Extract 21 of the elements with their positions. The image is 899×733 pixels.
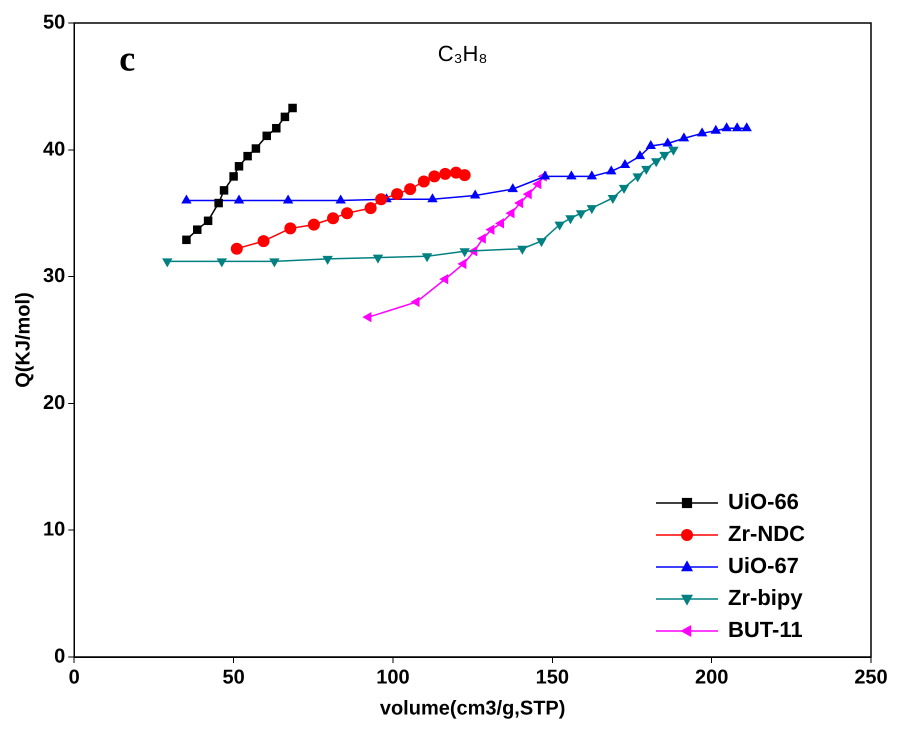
x-tick-label: 50 (222, 666, 245, 689)
x-tick-label: 200 (694, 666, 728, 689)
x-axis-title: volume(cm3/g,STP) (380, 698, 566, 720)
y-tick-label: 30 (42, 265, 66, 288)
legend-label: Zr-bipy (728, 585, 804, 610)
y-tick-label: 10 (42, 518, 66, 541)
legend-label: BUT-11 (728, 617, 803, 642)
legend-label: Zr-NDC (728, 521, 806, 546)
x-tick-label: 0 (68, 666, 80, 689)
text: C₃H₈ (438, 41, 488, 66)
y-tick-label: 0 (54, 646, 66, 668)
legend-label: UiO-66 (728, 489, 799, 514)
y-tick-label: 40 (42, 138, 66, 160)
y-tick-label: 50 (42, 12, 66, 34)
y-axis-title: Q(KJ/mol) (12, 292, 35, 388)
y-tick-label: 20 (42, 392, 66, 414)
legend-label: UiO-67 (728, 553, 799, 578)
x-tick-label: 250 (854, 666, 888, 689)
x-tick-label: 100 (376, 666, 410, 689)
x-tick-label: 150 (536, 666, 569, 689)
annotation: c (119, 38, 136, 78)
